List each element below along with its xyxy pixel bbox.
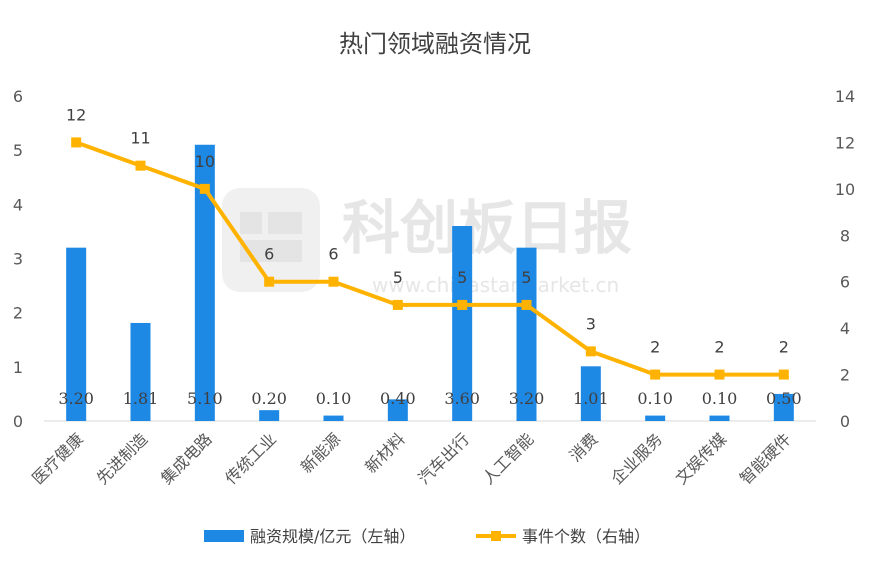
bar-data-label: 3.60 (444, 389, 480, 408)
bar-data-label: 0.40 (380, 389, 416, 408)
legend-bar-swatch (204, 530, 244, 542)
bar-data-label: 3.20 (58, 389, 94, 408)
line-data-label: 5 (393, 268, 403, 287)
chart-title: 热门领域融资情况 (339, 30, 531, 58)
x-category-label: 医疗健康 (28, 429, 87, 488)
y-left-tick-label: 0 (13, 412, 23, 431)
bar-data-label: 0.10 (316, 389, 352, 408)
x-category-label: 消费 (566, 429, 602, 465)
watermark-logo-block (240, 240, 302, 262)
y-right-tick-label: 12 (835, 133, 855, 152)
line-data-label: 5 (521, 268, 531, 287)
line-data-label: 2 (779, 338, 789, 357)
line-data-label: 3 (586, 314, 596, 333)
x-category-label: 传统工业 (221, 429, 280, 488)
bar (194, 144, 215, 421)
x-category-label: 智能硬件 (736, 429, 795, 488)
line-labels: 12 11 10 6 6 5 5 5 3 2 2 2 (66, 105, 789, 356)
series-line (75, 140, 784, 377)
bar (580, 366, 601, 421)
x-category-label: 人工智能 (479, 429, 538, 488)
line-point (392, 299, 403, 310)
watermark-logo-block (240, 212, 262, 234)
y-left-tick-label: 5 (13, 141, 23, 160)
line-series (71, 137, 789, 380)
y-axis-left: 0 1 2 3 4 5 6 (13, 87, 23, 431)
legend-bar-label: 融资规模/亿元（左轴） (250, 527, 415, 546)
legend-line-marker (491, 531, 501, 541)
bar-data-label: 1.81 (123, 389, 159, 408)
y-left-tick-label: 2 (13, 304, 23, 323)
line-point (778, 369, 789, 380)
bar (259, 410, 280, 421)
x-category-label: 新能源 (297, 429, 344, 476)
bar (66, 247, 87, 421)
x-category-label: 汽车出行 (414, 429, 473, 488)
line-point (714, 369, 725, 380)
y-right-tick-label: 6 (840, 273, 850, 292)
line-data-label: 2 (714, 338, 724, 357)
bar-labels: 3.20 1.81 5.10 0.20 0.10 0.40 3.60 3.20 1.01 0.10… (58, 389, 801, 408)
line-data-label: 10 (195, 152, 215, 171)
y-right-tick-label: 14 (835, 87, 855, 106)
line-point (585, 346, 596, 357)
line-point (199, 183, 210, 194)
line-data-label: 2 (650, 338, 660, 357)
line-data-label: 11 (130, 129, 150, 148)
line-data-label: 5 (457, 268, 467, 287)
bar (130, 322, 151, 421)
y-left-tick-label: 6 (13, 87, 23, 106)
bar-data-label: 0.20 (251, 389, 287, 408)
y-right-tick-label: 4 (840, 319, 850, 338)
bar-data-label: 1.01 (573, 389, 609, 408)
line-data-label: 12 (66, 105, 86, 124)
watermark: 科创板日报 www.chinastarmarket.cn (222, 188, 632, 297)
bar (387, 399, 408, 421)
watermark-url: www.chinastarmarket.cn (372, 273, 619, 297)
line-point (71, 137, 82, 148)
line-point (650, 369, 661, 380)
bar-data-label: 0.50 (766, 389, 802, 408)
y-left-tick-label: 1 (13, 358, 23, 377)
bar-data-label: 3.20 (509, 389, 545, 408)
bar (709, 415, 730, 421)
x-category-label: 企业服务 (607, 429, 666, 488)
y-right-tick-label: 8 (840, 226, 850, 245)
bar-data-label: 0.10 (702, 389, 738, 408)
line-point (135, 160, 146, 171)
bar-data-label: 5.10 (187, 389, 223, 408)
x-category-label: 新材料 (361, 429, 408, 476)
watermark-logo-block (268, 212, 302, 234)
line-point (328, 276, 339, 287)
x-axis-categories: 医疗健康 先进制造 集成电路 传统工业 新能源 新材料 汽车出行 人工智能 消费 企业服务 文娱传媒… (28, 429, 794, 488)
y-right-tick-label: 2 (840, 366, 850, 385)
y-axis-right: 0 2 4 6 8 10 12 14 (835, 87, 855, 431)
bar (516, 247, 537, 421)
bar (452, 226, 473, 421)
x-category-label: 文娱传媒 (672, 429, 731, 488)
y-right-tick-label: 10 (835, 180, 855, 199)
line-point (264, 276, 275, 287)
line-data-label: 6 (264, 245, 274, 264)
bar (645, 415, 666, 421)
legend: 融资规模/亿元（左轴） 事件个数（右轴） (204, 527, 650, 546)
bar (323, 415, 344, 421)
bar-series (66, 144, 794, 421)
line-data-label: 6 (328, 245, 338, 264)
legend-line-label: 事件个数（右轴） (522, 527, 650, 546)
y-left-tick-label: 3 (13, 250, 23, 269)
x-category-label: 先进制造 (93, 429, 152, 488)
line-point (457, 299, 468, 310)
bar-data-label: 0.10 (637, 389, 673, 408)
bar (773, 393, 794, 421)
y-left-tick-label: 4 (13, 195, 23, 214)
line-point (521, 299, 532, 310)
y-right-tick-label: 0 (840, 412, 850, 431)
x-category-label: 集成电路 (157, 429, 216, 488)
watermark-brand: 科创板日报 (342, 194, 632, 262)
